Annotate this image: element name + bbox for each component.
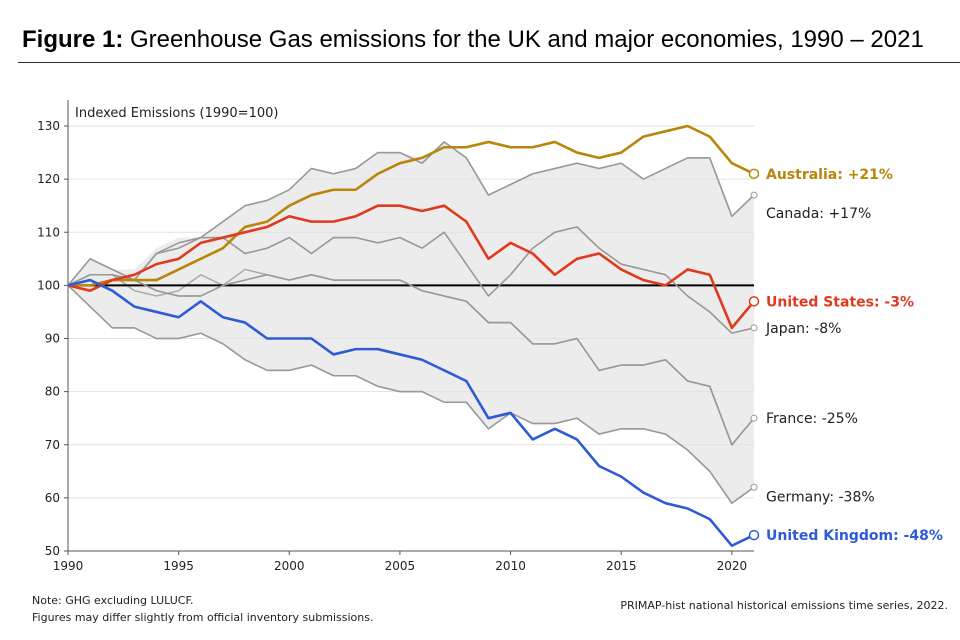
series-layer xyxy=(67,124,760,547)
y-tick-label-130: 130 xyxy=(37,119,60,133)
series-label-layer: Australia: +21% Canada: +17% United States… xyxy=(765,167,943,544)
y-tick-label-70: 70 xyxy=(45,438,60,452)
series-label-canada: Canada: +17% xyxy=(766,206,871,222)
source-note: PRIMAP-hist national historical emission… xyxy=(620,599,948,612)
series-line-canada xyxy=(67,141,755,287)
series-label-germany: Germany: -38% xyxy=(766,489,875,505)
figure-title-text: Greenhouse Gas emissions for the UK and … xyxy=(130,26,924,53)
y-axis-label: Indexed Emissions (1990=100) xyxy=(75,106,278,121)
y-tick-label-80: 80 xyxy=(45,385,60,399)
y-tick-label-100: 100 xyxy=(37,278,60,292)
series-label-united-states: United States: -3% xyxy=(766,294,914,310)
series-line-japan xyxy=(67,226,755,334)
axes: 50 60 70 80 90 100 110 120 130 1990 1995 2000 2005 20… xyxy=(37,100,754,573)
range-band-layer xyxy=(68,141,754,504)
series-label-france: France: -25% xyxy=(766,411,858,427)
series-label-australia: Australia: +21% xyxy=(766,167,893,183)
series-line-united-kingdom xyxy=(67,278,755,547)
title-rule xyxy=(18,62,960,63)
series-line-germany xyxy=(67,284,755,504)
figure-number: Figure 1: xyxy=(22,26,124,53)
y-tick-label-50: 50 xyxy=(45,544,60,558)
series-end-marker-united-states xyxy=(748,296,760,307)
series-end-marker-japan xyxy=(750,324,758,332)
x-tick-label-1995: 1995 xyxy=(163,559,194,573)
x-tick-label-2000: 2000 xyxy=(274,559,305,573)
series-line-united-states xyxy=(67,204,755,330)
series-end-marker-australia xyxy=(748,168,760,180)
x-tick-label-2010: 2010 xyxy=(495,559,526,573)
x-tick-label-1990: 1990 xyxy=(53,559,84,573)
range-band xyxy=(68,141,754,504)
x-tick-label-2020: 2020 xyxy=(717,559,748,573)
note-line-1: Note: GHG excluding LULUCF. xyxy=(32,594,194,607)
series-line-france xyxy=(67,274,755,446)
series-end-marker-france xyxy=(750,414,758,422)
y-tick-label-60: 60 xyxy=(45,491,60,505)
y-tick-label-90: 90 xyxy=(45,332,60,346)
y-tick-label-110: 110 xyxy=(37,225,60,239)
series-end-marker-united-kingdom xyxy=(748,529,760,541)
series-label-united-kingdom: United Kingdom: -48% xyxy=(766,528,943,544)
series-line-australia xyxy=(68,124,755,287)
note-line-2: Figures may differ slightly from officia… xyxy=(32,611,374,624)
series-label-japan: Japan: -8% xyxy=(765,321,841,337)
series-end-marker-germany xyxy=(750,483,758,491)
figure-title: Figure 1: Greenhouse Gas emissions for t… xyxy=(22,26,924,54)
y-tick-label-120: 120 xyxy=(37,172,60,186)
x-tick-label-2005: 2005 xyxy=(385,559,416,573)
x-tick-label-2015: 2015 xyxy=(606,559,637,573)
series-end-marker-canada xyxy=(750,191,758,199)
